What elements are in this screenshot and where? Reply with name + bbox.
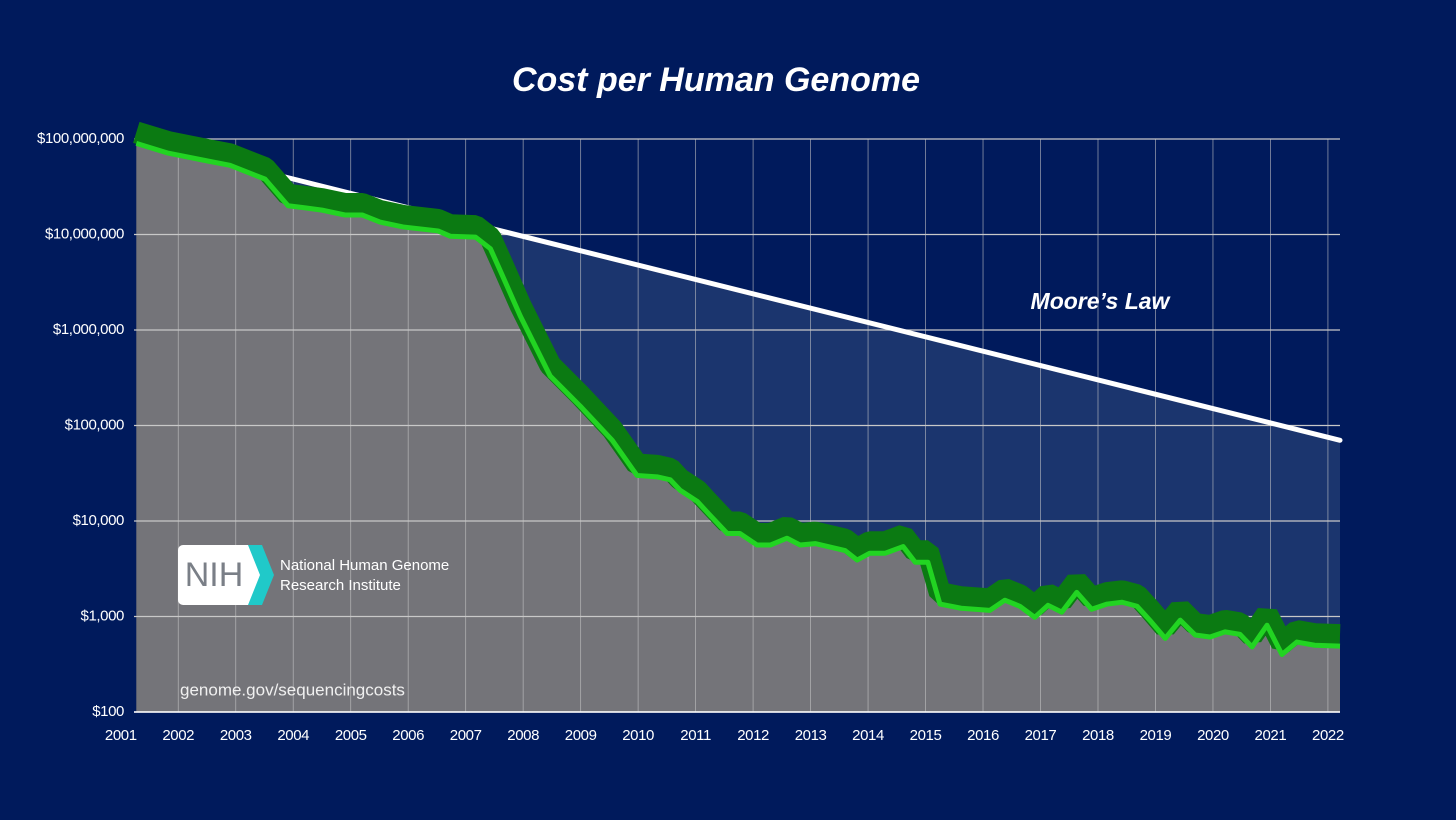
y-tick-label: $100,000: [65, 416, 124, 433]
logo-caption: Research Institute: [280, 577, 401, 594]
y-tick-label: $100,000,000: [37, 130, 124, 147]
x-tick-label: 2010: [622, 727, 654, 744]
x-tick-label: 2004: [277, 727, 309, 744]
moores-law-label: Moore’s Law: [1031, 288, 1172, 314]
chart-title: Cost per Human Genome: [512, 61, 920, 99]
x-tick-label: 2021: [1255, 727, 1287, 744]
logo-caption: National Human Genome: [280, 557, 449, 574]
y-tick-label: $1,000,000: [53, 321, 124, 338]
logo-box: [178, 545, 262, 605]
x-tick-label: 2014: [852, 727, 884, 744]
x-tick-label: 2013: [795, 727, 827, 744]
x-tick-label: 2008: [507, 727, 539, 744]
x-tick-label: 2003: [220, 727, 252, 744]
y-tick-label: $10,000,000: [45, 225, 124, 242]
x-tick-label: 2005: [335, 727, 367, 744]
logo-chevron: [248, 545, 274, 605]
x-tick-label: 2011: [680, 727, 711, 744]
x-tick-label: 2015: [910, 727, 942, 744]
y-tick-label: $10,000: [73, 512, 124, 529]
x-tick-label: 2002: [162, 727, 194, 744]
x-tick-label: 2012: [737, 727, 769, 744]
x-tick-label: 2001: [105, 727, 137, 744]
cost-band: [133, 121, 1341, 652]
x-tick-label: 2020: [1197, 727, 1229, 744]
nih-logo: NIH National Human Genome Research Insti…: [178, 545, 449, 605]
x-tick-label: 2006: [392, 727, 424, 744]
logo-text: NIH: [185, 556, 244, 594]
x-tick-label: 2017: [1025, 727, 1057, 744]
x-tick-label: 2018: [1082, 727, 1114, 744]
cost-area-fill: [136, 143, 1341, 712]
plot-area: $100 $1,000 $10,000 $100,000 $1,000,000 $10,0…: [37, 121, 1344, 744]
x-tick-label: 2007: [450, 727, 482, 744]
y-tick-label: $100: [92, 703, 124, 720]
x-tick-label: 2016: [967, 727, 999, 744]
cost-line: [135, 140, 1341, 658]
x-tick-label: 2009: [565, 727, 597, 744]
y-tick-label: $1,000: [81, 607, 125, 624]
source-note: genome.gov/sequencingcosts: [180, 680, 405, 699]
x-tick-label: 2019: [1140, 727, 1172, 744]
x-tick-label: 2022: [1312, 727, 1344, 744]
